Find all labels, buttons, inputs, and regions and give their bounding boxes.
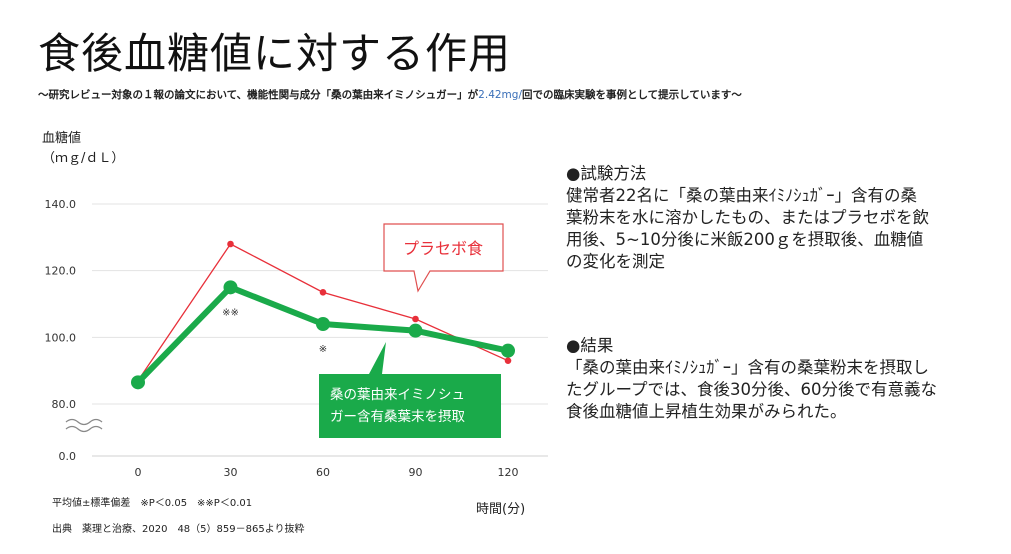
significance-mark: ※※	[222, 307, 239, 318]
x-tick-label: 120	[498, 466, 519, 479]
data-point-mulberry	[223, 280, 238, 295]
method-line: 健常者22名に「桑の葉由来ｲﾐﾉｼｭｶﾞｰ」含有の桑	[566, 186, 917, 205]
result-line: 「桑の葉由来ｲﾐﾉｼｭｶﾞｰ」含有の桑葉粉末を摂取し	[566, 358, 929, 377]
x-tick-label: 0	[135, 466, 142, 479]
page-title: 食後血糖値に対する作用	[38, 29, 512, 78]
method-heading: ●試験方法	[566, 164, 647, 183]
page-subtitle: ～研究レビュー対象の１報の論文において、機能性関与成分「桑の葉由来イミノシュガー…	[38, 87, 742, 102]
method-line: 用後、5~10分後に米飯200ｇを摂取後、血糖値	[566, 230, 924, 249]
axis-break-mark	[65, 418, 103, 426]
data-point-mulberry	[408, 323, 423, 338]
data-point-mulberry	[131, 375, 145, 390]
data-point-placebo	[319, 289, 327, 296]
data-point-placebo	[504, 357, 512, 364]
result-line: 食後血糖値上昇植生効果がみられた。	[566, 402, 847, 421]
result-line: たグループでは、食後30分後、60分後で有意義な	[566, 380, 938, 399]
y-tick-label: 0.0	[59, 450, 77, 463]
result-heading: ●結果	[566, 336, 614, 355]
y-axis-label-line2: （ｍｇ/ｄＬ）	[42, 151, 125, 166]
placebo-callout-label: プラセボ食	[403, 239, 483, 258]
x-axis-label: 時間(分)	[476, 502, 526, 517]
subtitle-post: 回での臨床実験を事例として提示しています～	[521, 89, 742, 101]
axis-break-mark	[65, 425, 103, 433]
data-point-mulberry	[501, 343, 515, 358]
result-section: ●結果 「桑の葉由来ｲﾐﾉｼｭｶﾞｰ」含有の桑葉粉末を摂取し たグループでは、食…	[566, 335, 996, 423]
mulberry-callout-line1: 桑の葉由来イミノシュ	[330, 387, 465, 403]
y-tick-label: 140.0	[45, 198, 77, 211]
x-tick-label: 90	[409, 466, 423, 479]
subtitle-pre: ～研究レビュー対象の１報の論文において、機能性関与成分「桑の葉由来イミノシュガー…	[38, 89, 479, 101]
data-point-placebo	[227, 240, 234, 248]
y-tick-label: 120.0	[45, 265, 77, 278]
stats-note: 平均値±標準偏差 ※P＜0.05 ※※P＜0.01	[52, 498, 253, 509]
source-note: 出典 薬理と治療、2020 48（5）859－865より抜粋	[52, 524, 305, 535]
y-axis-label-line1: 血糖値	[42, 131, 82, 146]
significance-mark: ※	[319, 344, 327, 355]
data-point-placebo	[412, 315, 419, 323]
y-axis-label: 血糖値 （ｍｇ/ｄＬ）	[42, 129, 124, 169]
y-tick-label: 80.0	[52, 398, 77, 411]
subtitle-dose: 2.42mg/	[478, 89, 522, 101]
mulberry-callout-box	[319, 342, 501, 438]
x-tick-label: 30	[224, 466, 238, 479]
y-tick-label: 100.0	[45, 331, 77, 344]
series-line-mulberry	[135, 284, 509, 385]
x-tick-label: 60	[316, 466, 330, 479]
method-section: ●試験方法 健常者22名に「桑の葉由来ｲﾐﾉｼｭｶﾞｰ」含有の桑 葉粉末を水に溶…	[566, 163, 996, 273]
method-line: 葉粉末を水に溶かしたもの、またはプラセボを飲	[566, 208, 929, 227]
method-line: の変化を測定	[566, 252, 665, 271]
data-point-mulberry	[316, 317, 330, 331]
placebo-callout-box	[383, 223, 504, 293]
mulberry-callout-line2: ガー含有桑葉末を摂取	[330, 409, 465, 425]
